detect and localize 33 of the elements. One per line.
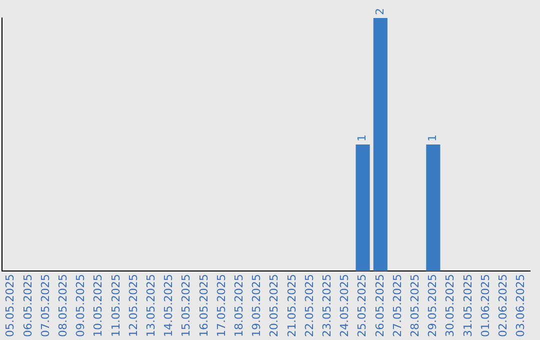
x-tick-label: 22.05.2025 [302,274,316,338]
x-tick-label: 14.05.2025 [162,274,176,338]
x-tick-label: 13.05.2025 [144,274,158,338]
x-tick-label: 30.05.2025 [444,274,457,338]
x-tick-label: 05.05.2025 [4,274,17,338]
x-tick-label: 09.05.2025 [74,274,88,338]
x-tick-label: 11.05.2025 [109,274,122,338]
x-tick-label: 01.06.2025 [478,274,492,338]
x-tick-label: 19.05.2025 [250,274,264,338]
x-tick-label: 15.05.2025 [180,274,193,338]
x-tick-label: 25.05.2025 [356,274,369,338]
x-tick-label: 06.05.2025 [21,274,34,338]
x-tick-label: 31.05.2025 [461,274,474,338]
data-label: 1 [426,134,440,142]
x-tick-label: 18.05.2025 [232,274,246,338]
x-tick-label: 03.06.2025 [514,274,528,338]
x-tick-label: 12.05.2025 [126,274,140,338]
x-tick-label: 21.05.2025 [285,274,298,338]
x-tick-label: 24.05.2025 [338,274,352,338]
x-tick-label: 17.05.2025 [214,274,228,338]
data-label: 1 [356,134,369,142]
x-tick-label: 16.05.2025 [197,274,210,338]
x-tick-label: 08.05.2025 [56,274,70,338]
x-tick-label: 29.05.2025 [426,274,440,338]
x-tick-label: 26.05.2025 [373,274,386,338]
data-label: 2 [373,8,386,15]
x-tick-label: 07.05.2025 [38,274,52,338]
x-tick-label: 27.05.2025 [390,274,404,338]
x-tick-label: 20.05.2025 [268,274,281,338]
x-tick-label: 23.05.2025 [320,274,334,338]
x-tick-label: 10.05.2025 [92,274,105,338]
x-tick-label: 28.05.2025 [408,274,422,338]
x-tick-label: 02.06.2025 [496,274,510,338]
